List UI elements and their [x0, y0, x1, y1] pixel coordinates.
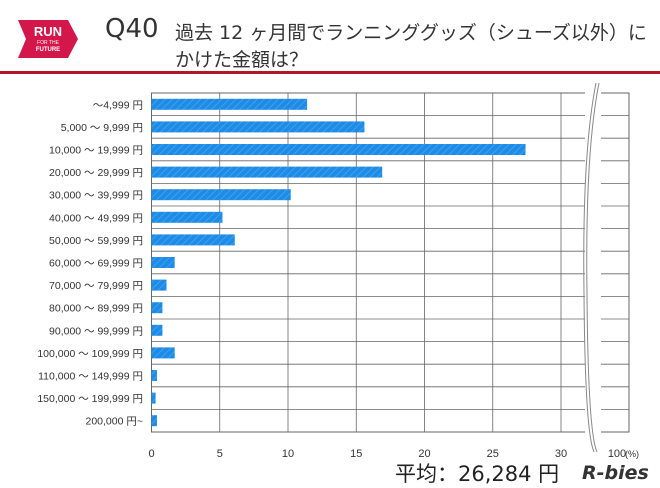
- average-label: 平均：26,284 円: [395, 462, 560, 486]
- category-label: 50,000 ～ 59,999 円: [49, 235, 143, 247]
- bar: [151, 166, 383, 178]
- axis-break-line: [586, 82, 600, 453]
- bar: [151, 347, 175, 359]
- svg-text:FOR THE: FOR THE: [37, 40, 60, 46]
- category-label: 60,000 ～ 69,999 円: [49, 258, 143, 270]
- bar: [151, 144, 526, 155]
- category-label: 10,000 ～ 19,999 円: [49, 145, 143, 157]
- category-label: 5,000 ～ 9,999 円: [61, 122, 143, 134]
- category-label: 90,000 ～ 99,999 円: [49, 325, 143, 337]
- x-tick-label: 0: [148, 448, 154, 460]
- category-label: 70,000 ～ 79,999 円: [49, 280, 143, 292]
- x-tick-label: 100: [608, 448, 626, 460]
- category-label: 110,000 ～ 149,999 円: [38, 371, 143, 383]
- x-tick-label: 10: [282, 448, 294, 460]
- bar: [151, 98, 308, 110]
- category-label: ～4,999 円: [93, 99, 143, 111]
- bar: [151, 121, 365, 133]
- svg-text:RUN: RUN: [34, 24, 62, 39]
- run-for-the-future-logo: RUN FOR THE FUTURE: [18, 20, 78, 58]
- x-tick-label: 20: [418, 448, 430, 460]
- category-label: 100,000 ～ 109,999 円: [37, 348, 143, 360]
- x-tick-label: 25: [487, 448, 499, 460]
- question-number: Q40: [105, 14, 159, 44]
- category-label: 40,000 ～ 49,999 円: [49, 212, 143, 224]
- plot-area: [151, 92, 630, 433]
- x-unit-label: (%): [625, 449, 639, 459]
- bar: [151, 211, 223, 223]
- header-divider: [0, 71, 660, 74]
- bar: [151, 392, 156, 404]
- category-label: 20,000 ～ 29,999 円: [49, 167, 143, 179]
- svg-text:FUTURE: FUTURE: [36, 47, 60, 53]
- brand-logo: R-bies: [582, 462, 649, 484]
- category-label: 80,000 ～ 89,999 円: [49, 303, 143, 315]
- bar: [151, 279, 167, 291]
- category-label: 30,000 ～ 39,999 円: [49, 190, 143, 202]
- category-label: 150,000 ～ 199,999 円: [37, 393, 143, 405]
- bar: [151, 370, 157, 381]
- bar-chart: 0 5 10 15 20 25 30 100(%) ～4,999 円 5,000 ～ 9,999 …: [37, 82, 639, 460]
- bar: [151, 189, 291, 201]
- bar: [151, 302, 163, 314]
- title-line-2: かけた金額は？: [175, 49, 309, 71]
- x-tick-label: 15: [350, 448, 362, 460]
- bar: [151, 257, 175, 268]
- axis-break-mask: [585, 83, 601, 452]
- bar: [151, 324, 163, 336]
- x-tick-label: 30: [555, 448, 567, 460]
- category-label: 200,000 円~: [85, 416, 143, 428]
- x-tick-label: 5: [217, 448, 223, 460]
- axis-break-line: [583, 82, 597, 453]
- bar: [151, 415, 157, 427]
- bar: [151, 234, 235, 246]
- title-line-1: 過去 12 ヶ月間でランニンググッズ（シューズ以外）に: [175, 22, 647, 44]
